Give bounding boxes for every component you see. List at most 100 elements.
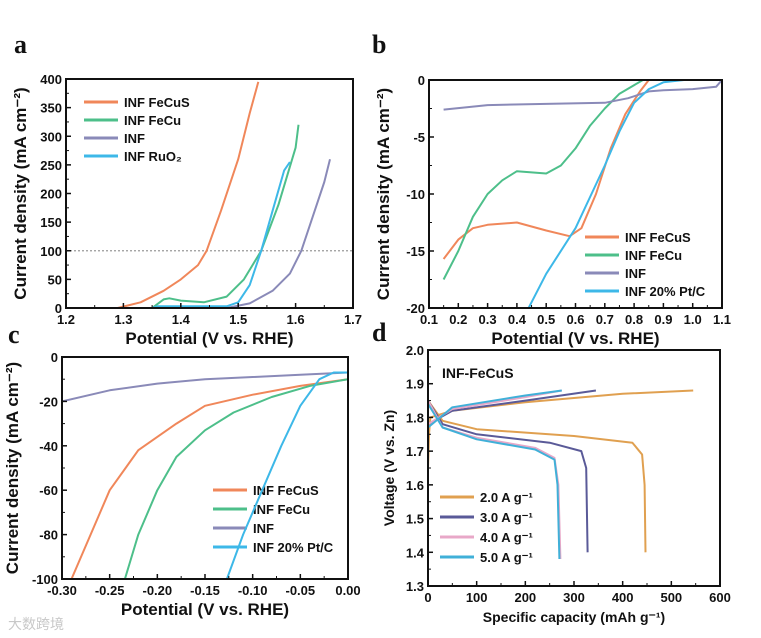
y-tick-label: 1.8 — [406, 410, 424, 425]
x-axis-label: Potential (V vs. RHE) — [491, 329, 659, 348]
series-line-a-0 — [66, 81, 260, 308]
series-line-d-1-discharge — [428, 400, 589, 553]
y-tick-label: -80 — [39, 528, 58, 543]
y-tick-label: 1.5 — [406, 512, 424, 527]
y-tick-label: 400 — [40, 72, 62, 87]
x-tick-label: -0.25 — [95, 583, 125, 598]
series-line-d-0-discharge — [428, 400, 647, 553]
y-tick-label: -5 — [413, 130, 425, 145]
legend-label: 4.0 A g⁻¹ — [480, 530, 533, 545]
series-line-c-3 — [225, 371, 348, 579]
x-tick-label: 1.7 — [344, 312, 362, 327]
series-line-b-3 — [527, 80, 685, 308]
series-line-a-3 — [66, 161, 291, 308]
x-tick-label: 600 — [709, 590, 731, 605]
panel-d: 2.0 A g⁻¹ 3.0 A g⁻¹ 4.0 A g⁻¹ 5.0 A g⁻¹ 0 100… — [381, 343, 731, 625]
x-tick-label: 1.6 — [287, 312, 305, 327]
y-axis-label: Current density (mA cm⁻²) — [11, 87, 30, 299]
y-tick-label: -100 — [32, 572, 58, 587]
x-tick-label: 500 — [660, 590, 682, 605]
legend-label: INF 20% Pt/C — [625, 284, 706, 299]
y-axis-label: Current density (mA cm⁻²) — [374, 88, 393, 300]
x-tick-label: 0.9 — [654, 312, 672, 327]
x-tick-label: 0.4 — [508, 312, 527, 327]
series-line-c-1 — [123, 378, 348, 579]
x-tick-label: 1.1 — [713, 312, 731, 327]
x-tick-label: 0.6 — [566, 312, 584, 327]
x-tick-label: 0.5 — [537, 312, 555, 327]
series-line-c-0 — [70, 378, 348, 579]
y-tick-label: 1.9 — [406, 377, 424, 392]
y-tick-label: 0 — [55, 301, 62, 316]
x-tick-label: 1.5 — [229, 312, 247, 327]
x-axis-label: Potential (V vs. RHE) — [125, 329, 293, 348]
panel-label-b: b — [372, 30, 387, 59]
y-tick-label: 250 — [40, 158, 62, 173]
y-tick-label: 50 — [48, 272, 62, 287]
series-line-d-0-charge — [428, 389, 694, 469]
x-tick-label: 0.7 — [596, 312, 614, 327]
x-tick-label: 0.1 — [420, 312, 438, 327]
legend-label: INF FeCu — [253, 502, 310, 517]
legend-label: INF FeCu — [625, 248, 682, 263]
plot-frame — [65, 78, 354, 309]
y-tick-label: -60 — [39, 483, 58, 498]
y-tick-label: 1.6 — [406, 478, 424, 493]
x-tick-label: 0.00 — [335, 583, 360, 598]
panel-label-c: c — [8, 320, 20, 349]
legend-label: INF — [625, 266, 646, 281]
panel-label-d: d — [372, 318, 387, 347]
legend-label: INF 20% Pt/C — [253, 540, 334, 555]
y-tick-label: 100 — [40, 244, 62, 259]
legend-label: INF FeCu — [124, 113, 181, 128]
x-tick-label: -0.20 — [143, 583, 173, 598]
y-tick-label: -20 — [406, 301, 425, 316]
y-axis-label: Voltage (V vs. Zn) — [381, 410, 397, 526]
x-tick-label: 1.3 — [114, 312, 132, 327]
legend-label: INF FeCuS — [124, 95, 190, 110]
series-line-d-3-discharge — [428, 403, 561, 560]
plot-frame — [428, 79, 723, 309]
panel-label-a: a — [14, 30, 27, 59]
legend-label: INF — [253, 521, 274, 536]
legend-label: 2.0 A g⁻¹ — [480, 490, 533, 505]
panel-a: INF FeCuS INF FeCu INF INF RuO₂ 1.2 1.3 1.4 1.5… — [11, 72, 362, 348]
legend-label: INF FeCuS — [625, 230, 691, 245]
legend-label: INF — [124, 131, 145, 146]
y-tick-label: -10 — [406, 187, 425, 202]
x-tick-label: 0 — [424, 590, 431, 605]
x-tick-label: 400 — [612, 590, 634, 605]
y-tick-label: -40 — [39, 439, 58, 454]
y-tick-label: -15 — [406, 244, 425, 259]
y-tick-label: 200 — [40, 187, 62, 202]
series-line-a-1 — [66, 124, 300, 308]
x-axis-label: Potential (V vs. RHE) — [121, 600, 289, 619]
x-tick-label: -0.30 — [47, 583, 77, 598]
y-tick-label: 0 — [51, 350, 58, 365]
x-tick-label: 200 — [514, 590, 536, 605]
watermark: 大数跨境 — [8, 617, 64, 633]
x-tick-label: 0.3 — [479, 312, 497, 327]
x-tick-label: 0.8 — [625, 312, 643, 327]
series-line-b-2 — [443, 80, 722, 111]
series-line-c-2 — [62, 371, 348, 403]
x-tick-label: 100 — [466, 590, 488, 605]
chart-title: INF-FeCuS — [442, 365, 514, 381]
x-tick-label: 1.4 — [172, 312, 191, 327]
legend-label: 5.0 A g⁻¹ — [480, 550, 533, 565]
y-tick-label: 1.7 — [406, 444, 424, 459]
x-tick-label: 300 — [563, 590, 585, 605]
x-tick-label: -0.05 — [286, 583, 316, 598]
plot-frame — [427, 349, 721, 587]
y-tick-label: 300 — [40, 129, 62, 144]
x-tick-label: 0.2 — [449, 312, 467, 327]
series-line-d-2-charge — [428, 389, 562, 426]
y-tick-label: 1.4 — [406, 545, 425, 560]
legend-label: INF FeCuS — [253, 483, 319, 498]
x-tick-label: 1.0 — [684, 312, 702, 327]
series-line-b-1 — [442, 80, 644, 280]
panel-c: INF FeCuS INF FeCu INF INF 20% Pt/C -0.30 -0.… — [3, 350, 361, 619]
x-tick-label: 1.2 — [57, 312, 75, 327]
x-tick-label: -0.10 — [238, 583, 268, 598]
